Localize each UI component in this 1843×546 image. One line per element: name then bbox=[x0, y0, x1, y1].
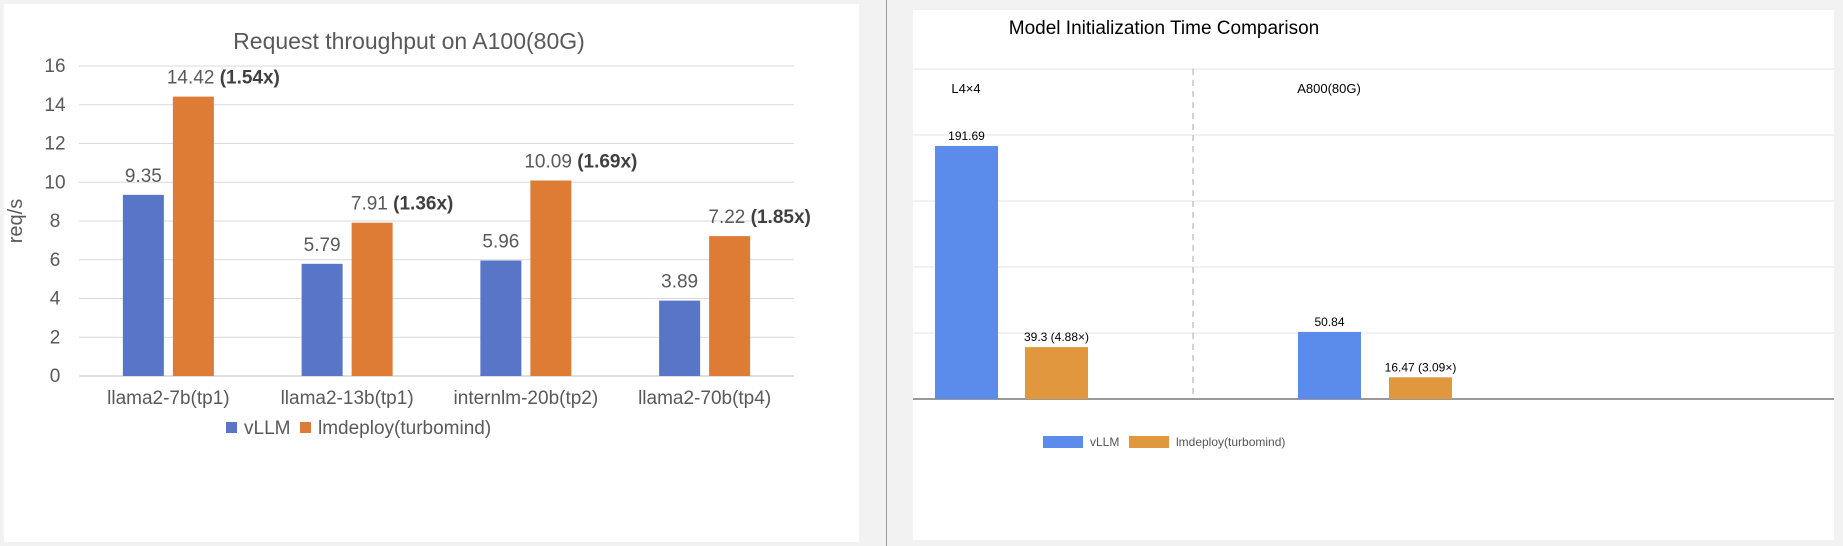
bar-lmdeploy bbox=[709, 236, 751, 376]
legend-label-lmdeploy: lmdeploy(turbomind) bbox=[318, 418, 491, 439]
data-label: 16.47 (3.09×) bbox=[1385, 360, 1457, 374]
data-label: 7.91 bbox=[351, 194, 388, 215]
y-tick-label: 14 bbox=[44, 95, 66, 116]
data-label: 14.42 bbox=[167, 68, 215, 89]
data-label-group: 7.22 (1.85x) bbox=[708, 207, 810, 228]
bar-lmdeploy bbox=[1025, 347, 1088, 399]
legend-swatch-vllm bbox=[1043, 436, 1083, 448]
init-time-chart: Model Initialization Time Comparisonseco… bbox=[913, 18, 1834, 449]
bar-lmdeploy bbox=[351, 222, 393, 376]
speedup-ratio: (1.85x) bbox=[751, 207, 811, 228]
y-tick-label: 0 bbox=[50, 366, 61, 387]
category-label: internlm-20b(tp2) bbox=[454, 388, 599, 409]
legend-label-vllm: vLLM bbox=[1090, 435, 1119, 449]
data-label: 5.79 bbox=[304, 235, 341, 256]
legend-swatch-lmdeploy bbox=[1129, 436, 1169, 448]
speedup-ratio: (1.54x) bbox=[220, 68, 280, 89]
y-tick-label: 10 bbox=[44, 172, 65, 193]
data-label: 3.89 bbox=[661, 272, 698, 293]
bar-vllm bbox=[1298, 331, 1361, 399]
init-time-chart-panel: Model Initialization Time Comparisonseco… bbox=[913, 10, 1834, 540]
bar-lmdeploy bbox=[172, 96, 214, 377]
y-tick-label: 16 bbox=[44, 56, 65, 77]
data-label: 50.84 bbox=[1314, 315, 1344, 329]
data-label-group: 14.42 (1.54x) bbox=[167, 68, 280, 89]
y-tick-label: 4 bbox=[50, 289, 61, 310]
data-label: 9.35 bbox=[125, 166, 162, 187]
y-tick-label: 6 bbox=[50, 250, 61, 271]
speedup-ratio: (1.36x) bbox=[393, 194, 453, 215]
group-label: L4×4 bbox=[951, 81, 980, 96]
bar-vllm bbox=[480, 260, 522, 376]
group-label: A800(80G) bbox=[1297, 81, 1361, 96]
data-label-group: 7.91 (1.36x) bbox=[351, 194, 453, 215]
category-label: llama2-13b(tp1) bbox=[281, 388, 414, 409]
y-tick-label: 2 bbox=[50, 327, 61, 348]
legend-swatch-lmdeploy bbox=[300, 422, 311, 433]
speedup-ratio: (1.69x) bbox=[577, 152, 637, 173]
data-label: 191.69 bbox=[948, 129, 985, 143]
chart-title: Model Initialization Time Comparison bbox=[1009, 18, 1319, 39]
bar-vllm bbox=[659, 300, 701, 376]
bar-vllm bbox=[122, 194, 164, 376]
category-label: llama2-70b(tp4) bbox=[638, 388, 771, 409]
data-label: 7.22 bbox=[708, 207, 745, 228]
category-label: llama2-7b(tp1) bbox=[107, 388, 230, 409]
throughput-chart-panel: Request throughput on A100(80G) req/s 0 2 4 6… bbox=[4, 4, 859, 542]
bar-lmdeploy bbox=[1389, 377, 1452, 399]
y-tick-label: 8 bbox=[50, 211, 61, 232]
bar-vllm bbox=[935, 145, 998, 399]
data-label: 10.09 bbox=[524, 152, 572, 173]
data-label: 39.3 (4.88×) bbox=[1024, 330, 1089, 344]
legend-label-lmdeploy: lmdeploy(turbomind) bbox=[1176, 435, 1285, 449]
data-label-group: 10.09 (1.69x) bbox=[524, 152, 637, 173]
panel-divider bbox=[886, 0, 887, 546]
y-axis-label: req/s bbox=[5, 199, 27, 243]
y-tick-label: 12 bbox=[44, 134, 65, 155]
bar-lmdeploy bbox=[530, 180, 572, 376]
legend-label-vllm: vLLM bbox=[244, 418, 290, 439]
throughput-chart: Request throughput on A100(80G) req/s 0 2 4 6… bbox=[5, 28, 811, 439]
chart-title: Request throughput on A100(80G) bbox=[233, 28, 585, 54]
data-label: 5.96 bbox=[482, 232, 519, 253]
bar-vllm bbox=[301, 263, 343, 376]
legend-swatch-vllm bbox=[226, 422, 237, 433]
